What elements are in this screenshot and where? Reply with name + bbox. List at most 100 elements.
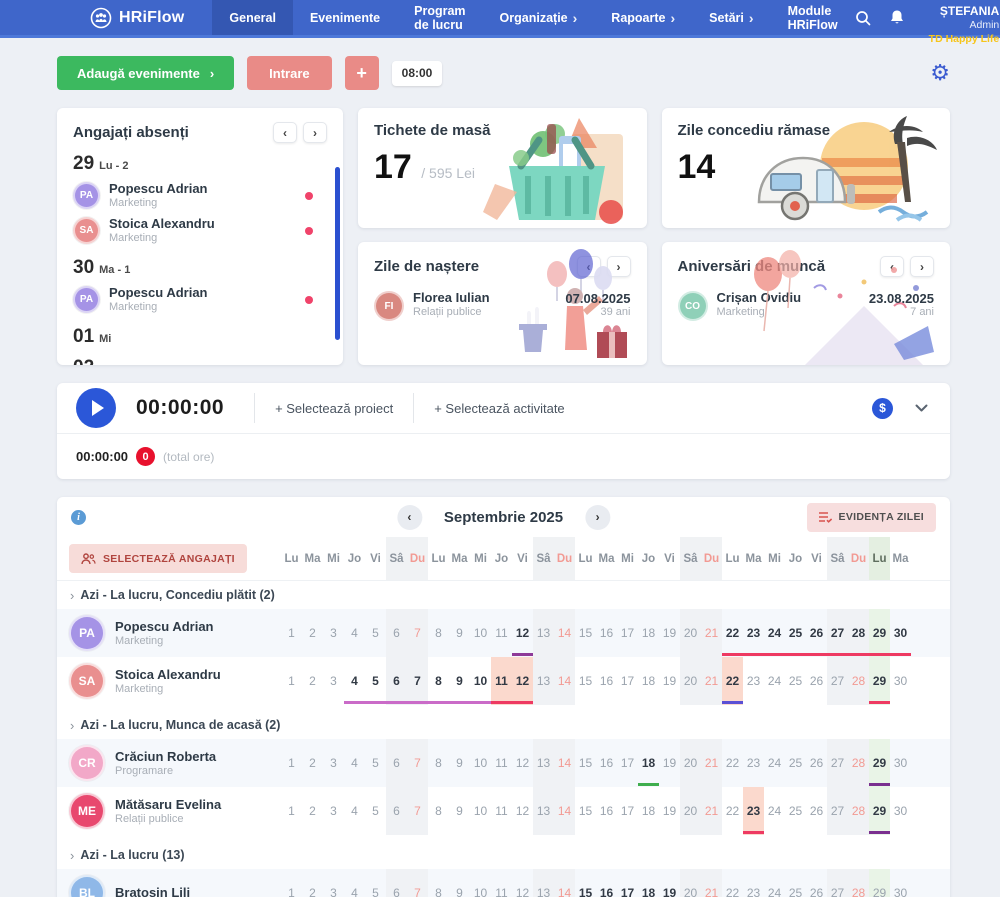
day-cell[interactable]: 1 xyxy=(288,674,295,688)
day-record-button[interactable]: EVIDENȚA ZILEI xyxy=(806,502,936,532)
day-cell[interactable]: 8 xyxy=(435,626,442,640)
brand[interactable]: HRiFlow xyxy=(0,0,212,35)
day-cell[interactable]: 25 xyxy=(785,609,806,657)
day-cell[interactable]: 17 xyxy=(620,674,635,688)
day-cell[interactable]: 10 xyxy=(473,756,488,770)
day-cell[interactable]: 10 xyxy=(473,886,488,897)
day-cell[interactable]: 21 xyxy=(701,609,722,657)
day-cell[interactable]: 15 xyxy=(578,886,593,897)
day-cell[interactable]: 11 xyxy=(495,804,508,818)
nav-item-program-de-lucru[interactable]: Program de lucru xyxy=(414,3,466,32)
day-cell[interactable]: 25 xyxy=(788,804,803,818)
day-cell[interactable]: 23 xyxy=(743,787,764,835)
select-project-link[interactable]: + Selectează proiect xyxy=(275,400,394,416)
day-cell[interactable]: 13 xyxy=(533,609,554,657)
day-cell[interactable]: 24 xyxy=(767,804,782,818)
day-cell[interactable]: 4 xyxy=(351,804,358,818)
day-cell[interactable]: 1 xyxy=(288,756,295,770)
nav-item-general[interactable]: General xyxy=(212,0,293,35)
absent-person-row[interactable]: SA Stoica Alexandru Marketing xyxy=(73,213,327,248)
day-cell[interactable]: 10 xyxy=(473,804,488,818)
day-cell[interactable]: 13 xyxy=(533,869,554,897)
day-cell[interactable]: 7 xyxy=(407,869,428,897)
day-cell[interactable]: 21 xyxy=(701,657,722,705)
day-cell[interactable]: 18 xyxy=(638,739,659,787)
day-cell[interactable]: 4 xyxy=(351,886,358,897)
day-cell[interactable]: 3 xyxy=(330,804,337,818)
day-cell[interactable]: 16 xyxy=(599,886,614,897)
day-cell[interactable]: 9 xyxy=(456,756,463,770)
day-cell[interactable]: 27 xyxy=(827,657,848,705)
day-cell[interactable]: 23 xyxy=(746,756,761,770)
day-cell[interactable]: 30 xyxy=(893,674,908,688)
day-cell[interactable]: 18 xyxy=(641,886,656,897)
day-cell[interactable]: 28 xyxy=(848,657,869,705)
day-cell[interactable]: 8 xyxy=(435,804,442,818)
day-cell[interactable]: 14 xyxy=(554,609,575,657)
day-cell[interactable]: 29 xyxy=(869,787,890,835)
day-cell[interactable]: 15 xyxy=(578,674,593,688)
day-cell[interactable]: 2 xyxy=(309,674,316,688)
day-cell[interactable]: 11 xyxy=(495,756,508,770)
billable-money-icon[interactable]: $ xyxy=(872,397,893,419)
birthdays-next-button[interactable]: › xyxy=(606,256,631,277)
day-cell[interactable]: 26 xyxy=(809,756,824,770)
day-cell[interactable]: 19 xyxy=(662,674,677,688)
add-time-button[interactable]: + xyxy=(344,56,379,90)
day-cell[interactable]: 18 xyxy=(641,804,656,818)
day-cell[interactable]: 7 xyxy=(407,657,428,705)
day-cell[interactable]: 17 xyxy=(620,886,635,897)
day-cell[interactable]: 10 xyxy=(470,657,491,705)
birthday-person-avatar[interactable]: FI xyxy=(374,291,404,321)
day-cell[interactable]: 3 xyxy=(330,756,337,770)
day-cell[interactable]: 24 xyxy=(767,756,782,770)
day-cell[interactable]: 30 xyxy=(890,609,911,657)
nav-item-evenimente[interactable]: Evenimente xyxy=(309,10,381,25)
info-icon[interactable]: i xyxy=(71,509,86,525)
day-cell[interactable]: 3 xyxy=(330,674,337,688)
day-cell[interactable]: 15 xyxy=(578,804,593,818)
day-cell[interactable]: 12 xyxy=(515,756,530,770)
day-cell[interactable]: 7 xyxy=(407,609,428,657)
day-cell[interactable]: 22 xyxy=(725,756,740,770)
day-cell[interactable]: 13 xyxy=(533,739,554,787)
day-cell[interactable]: 21 xyxy=(701,869,722,897)
settings-gear-icon[interactable]: ⚙ xyxy=(930,60,950,85)
day-cell[interactable]: 29 xyxy=(869,869,890,897)
day-cell[interactable]: 29 xyxy=(869,609,890,657)
day-cell[interactable]: 28 xyxy=(848,609,869,657)
day-cell[interactable]: 6 xyxy=(386,787,407,835)
day-cell[interactable]: 28 xyxy=(848,787,869,835)
day-cell[interactable]: 21 xyxy=(701,739,722,787)
day-cell[interactable]: 1 xyxy=(288,886,295,897)
day-cell[interactable]: 26 xyxy=(809,804,824,818)
avatar[interactable]: SA xyxy=(69,663,105,699)
previous-month-button[interactable]: ‹ xyxy=(396,504,422,530)
day-cell[interactable]: 20 xyxy=(680,869,701,897)
add-events-button[interactable]: Adaugă evenimente › xyxy=(57,56,235,90)
day-cell[interactable]: 23 xyxy=(746,886,761,897)
day-cell[interactable]: 16 xyxy=(599,756,614,770)
day-cell[interactable]: 19 xyxy=(662,626,677,640)
user-block[interactable]: OLTEANU ȘTEFANIA Admin TD Happy Life xyxy=(923,0,1000,46)
day-cell[interactable]: 27 xyxy=(827,739,848,787)
avatar[interactable]: ME xyxy=(69,793,105,829)
day-cell[interactable]: 26 xyxy=(809,886,824,897)
day-cell[interactable]: 2 xyxy=(309,756,316,770)
day-cell[interactable]: 17 xyxy=(620,626,635,640)
day-cell[interactable]: 15 xyxy=(578,756,593,770)
group-header-azi-la-lucru-munca-de-acas-2[interactable]: › Azi - La lucru, Munca de acasă (2) xyxy=(57,711,950,739)
select-employees-button[interactable]: SELECTEAZĂ ANGAJAȚI xyxy=(69,544,247,573)
day-cell[interactable]: 16 xyxy=(599,674,614,688)
day-cell[interactable]: 7 xyxy=(407,739,428,787)
day-cell[interactable]: 17 xyxy=(620,756,635,770)
day-cell[interactable]: 4 xyxy=(351,756,358,770)
day-cell[interactable]: 15 xyxy=(578,626,593,640)
avatar[interactable]: BL xyxy=(69,875,105,897)
day-cell[interactable]: 18 xyxy=(641,626,656,640)
absent-person-row[interactable]: PA Popescu Adrian Marketing xyxy=(73,178,327,213)
day-cell[interactable]: 9 xyxy=(456,804,463,818)
avatar[interactable]: PA xyxy=(69,615,105,651)
play-timer-button[interactable] xyxy=(76,388,116,428)
day-cell[interactable]: 11 xyxy=(491,657,512,705)
